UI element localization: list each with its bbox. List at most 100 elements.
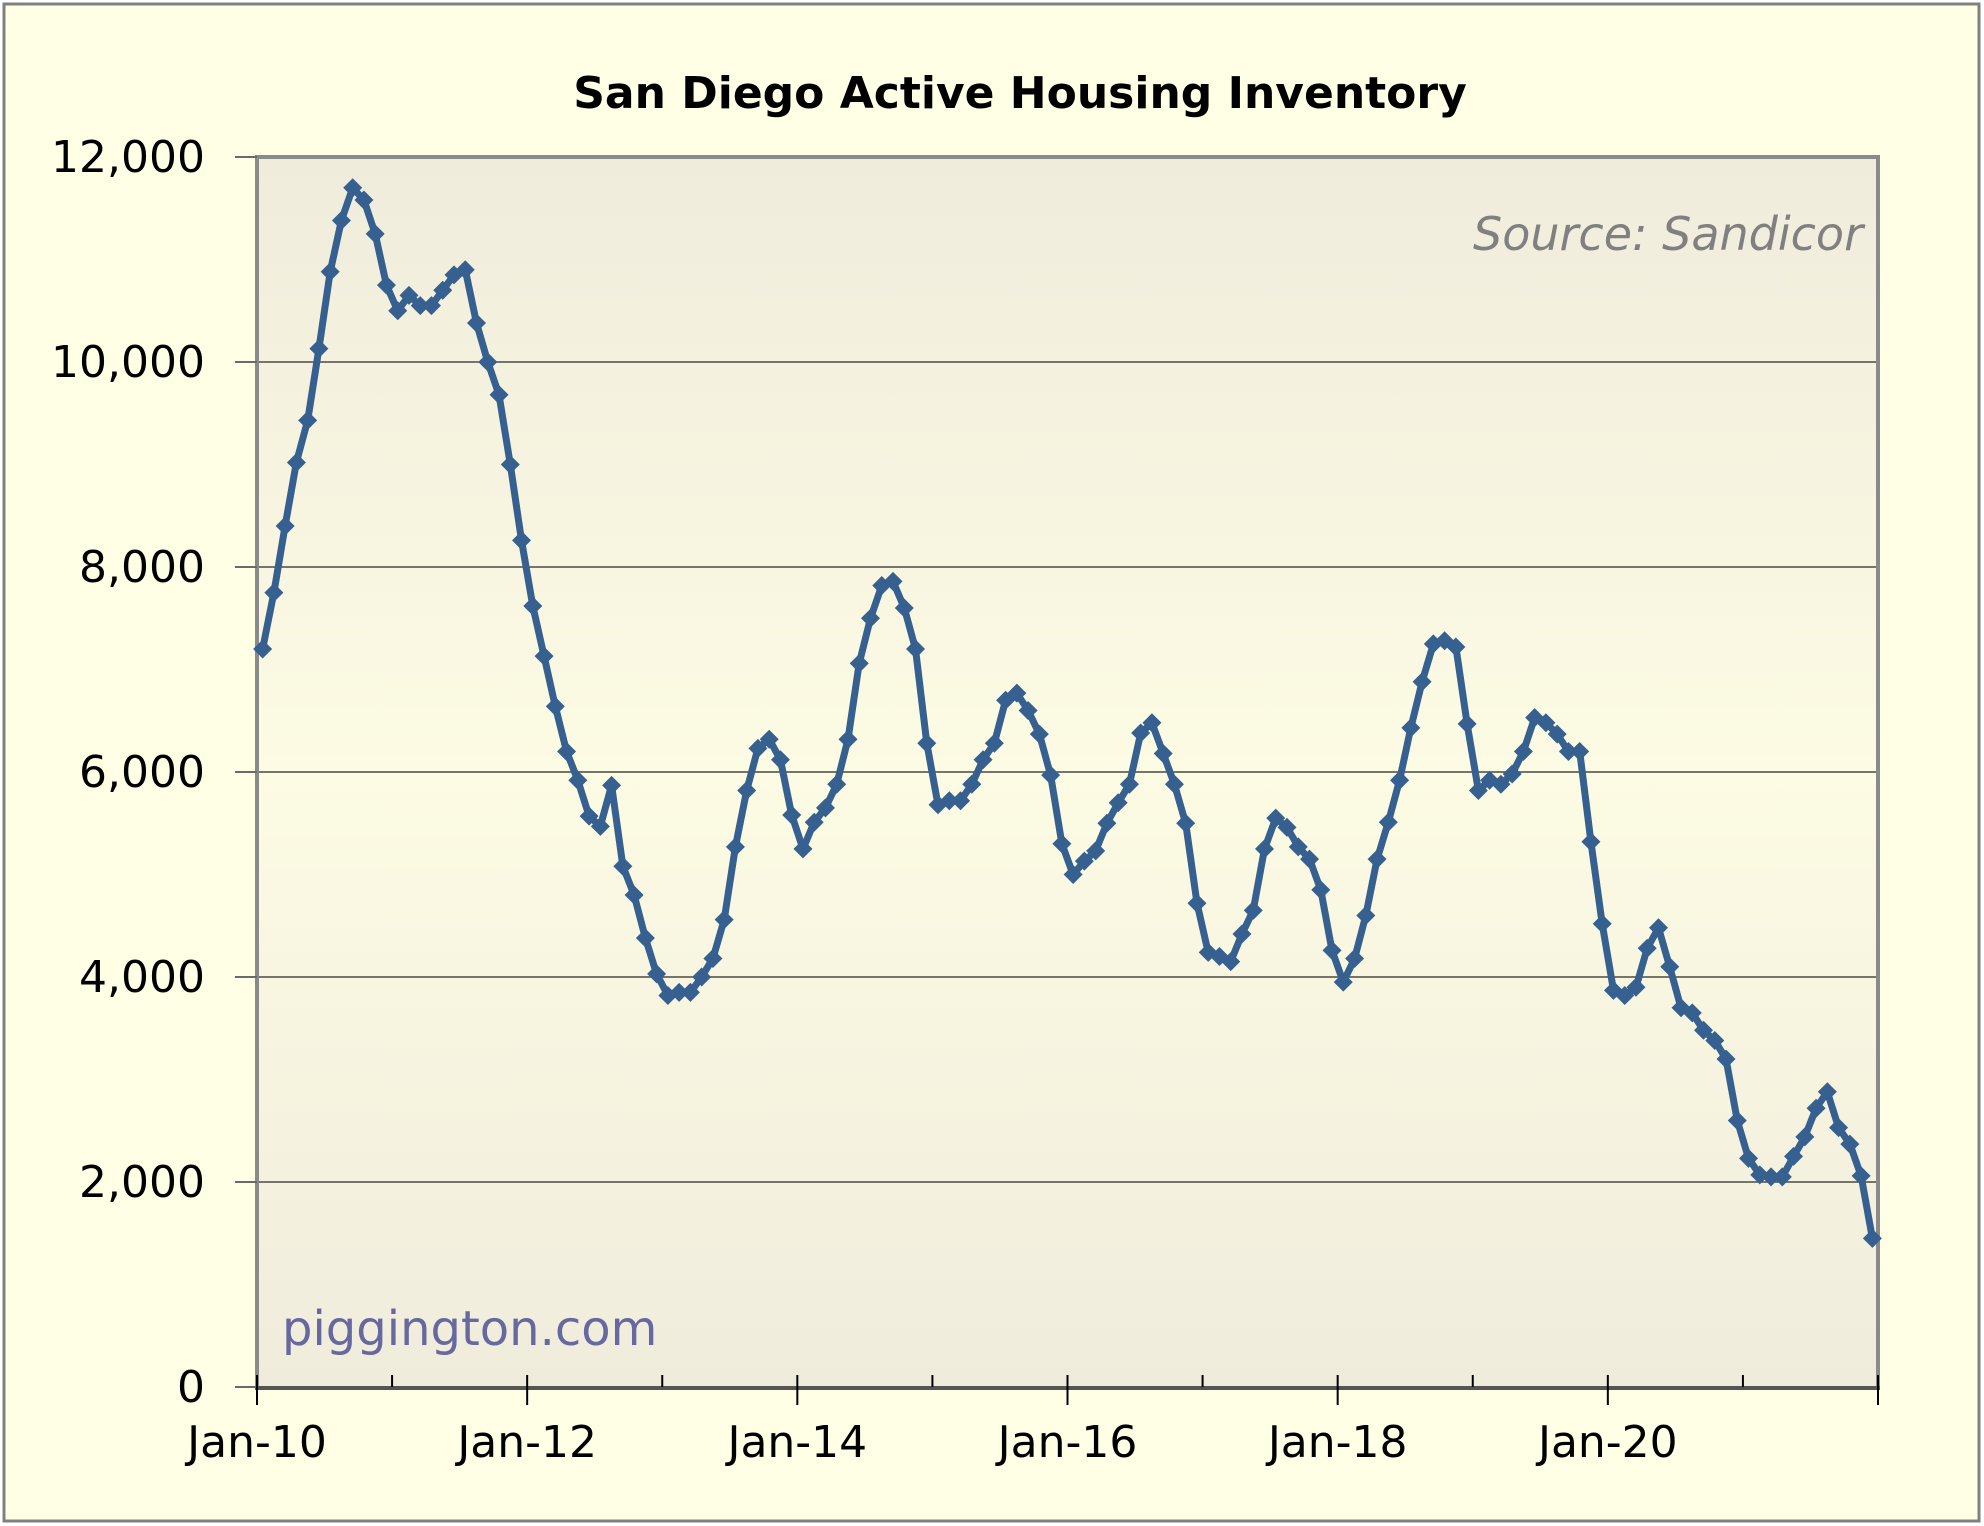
y-tick-label: 0 [177, 1362, 205, 1413]
data-point-marker [512, 530, 532, 550]
data-point-marker [545, 696, 565, 716]
data-point-marker [1243, 900, 1263, 920]
y-tick-label: 12,000 [51, 132, 205, 183]
data-point-marker [1052, 834, 1072, 854]
data-point-marker [1615, 985, 1635, 1005]
data-point-marker [1491, 774, 1511, 794]
x-tick-label: Jan-10 [184, 1417, 327, 1468]
y-tick-label: 2,000 [79, 1157, 205, 1208]
data-point-marker [275, 516, 295, 536]
data-point-marker [1333, 972, 1353, 992]
data-point-marker [500, 455, 520, 474]
data-point-marker [298, 410, 318, 430]
y-tick-label: 8,000 [79, 542, 205, 593]
data-point-marker [1840, 1134, 1860, 1154]
data-point-marker [1390, 770, 1410, 790]
data-point-marker [1119, 774, 1139, 794]
data-point-marker [1097, 813, 1117, 833]
data-point-marker [320, 262, 340, 282]
data-point-marker [264, 583, 284, 603]
data-point-marker [557, 742, 577, 761]
data-point-marker [1322, 940, 1342, 960]
data-point-marker [1761, 1167, 1781, 1187]
data-point-marker [1851, 1166, 1871, 1186]
data-point-marker [331, 211, 351, 231]
data-point-marker [489, 385, 509, 405]
data-point-marker [410, 296, 430, 316]
data-point-marker [388, 301, 408, 321]
y-tick-label: 10,000 [51, 337, 205, 388]
data-point-marker [1221, 952, 1241, 972]
chart-title: San Diego Active Housing Inventory [573, 68, 1467, 119]
data-point-marker [343, 178, 363, 198]
data-point-marker [1570, 742, 1590, 761]
x-axis: Jan-10 Jan-12 Jan-14 Jan-16 Jan-18 Jan-20 [184, 1375, 1879, 1468]
data-point-marker [1648, 918, 1668, 938]
series-active-inventory [253, 178, 1882, 1248]
data-point-marker [568, 770, 588, 790]
data-point-marker [376, 275, 396, 295]
data-point-marker [1558, 742, 1578, 761]
data-point-marker [815, 798, 835, 818]
data-point-marker [421, 296, 441, 316]
data-point-marker [1727, 1111, 1747, 1130]
data-point-marker [1300, 849, 1320, 869]
data-point-marker [1705, 1031, 1725, 1051]
data-point-marker [1660, 957, 1680, 977]
data-point-marker [1074, 851, 1094, 871]
y-tick-label: 4,000 [79, 952, 205, 1003]
data-point-marker [984, 733, 1004, 753]
data-point-marker [365, 224, 385, 244]
data-point-marker [692, 967, 712, 987]
source-annotation: Source: Sandicor [1473, 207, 1866, 261]
data-point-marker [1739, 1148, 1759, 1168]
data-point-marker [1187, 893, 1207, 913]
data-point-marker [782, 805, 802, 825]
data-point-marker [906, 639, 926, 659]
data-point-marker [1581, 832, 1601, 852]
data-point-marker [399, 285, 419, 305]
data-point-marker [1311, 880, 1331, 900]
data-point-marker [1784, 1146, 1804, 1166]
data-point-marker [1513, 742, 1533, 761]
data-point-marker [1547, 724, 1567, 744]
data-point-marker [725, 837, 745, 857]
data-point-marker [861, 608, 881, 628]
data-point-marker [737, 780, 757, 800]
data-point-marker [883, 571, 903, 591]
data-point-marker [849, 653, 869, 673]
data-point-marker [579, 806, 599, 826]
data-point-marker [1817, 1082, 1837, 1102]
data-point-marker [894, 598, 914, 618]
data-point-marker [680, 982, 700, 1002]
data-point-marker [759, 729, 779, 749]
data-point-marker [534, 646, 554, 666]
data-point-marker [455, 260, 475, 280]
data-point-marker [1716, 1049, 1736, 1069]
data-point-marker [354, 190, 374, 210]
data-point-marker [1502, 764, 1522, 784]
data-point-marker [1018, 701, 1038, 720]
data-point-marker [838, 729, 858, 749]
data-point-marker [613, 856, 633, 876]
data-point-marker [1007, 683, 1027, 703]
data-point-marker [523, 596, 543, 616]
data-point-marker [1772, 1167, 1792, 1187]
x-tick-label: Jan-14 [724, 1417, 867, 1468]
data-point-marker [1468, 780, 1488, 800]
data-point-marker [1626, 977, 1646, 997]
data-point-marker [1063, 865, 1083, 884]
data-point-marker [1277, 817, 1297, 837]
data-point-marker [703, 949, 723, 969]
data-point-marker [1446, 637, 1466, 657]
data-point-marker [973, 750, 993, 770]
x-tick-label: Jan-12 [454, 1417, 597, 1468]
data-point-marker [939, 791, 959, 811]
data-point-marker [827, 774, 847, 794]
data-point-marker [1367, 849, 1387, 869]
data-point-marker [1829, 1118, 1849, 1138]
data-point-marker [1153, 744, 1173, 764]
y-axis: 0 2,000 4,000 6,000 8,000 10,000 12,000 [51, 132, 257, 1413]
data-point-marker [1142, 713, 1162, 733]
